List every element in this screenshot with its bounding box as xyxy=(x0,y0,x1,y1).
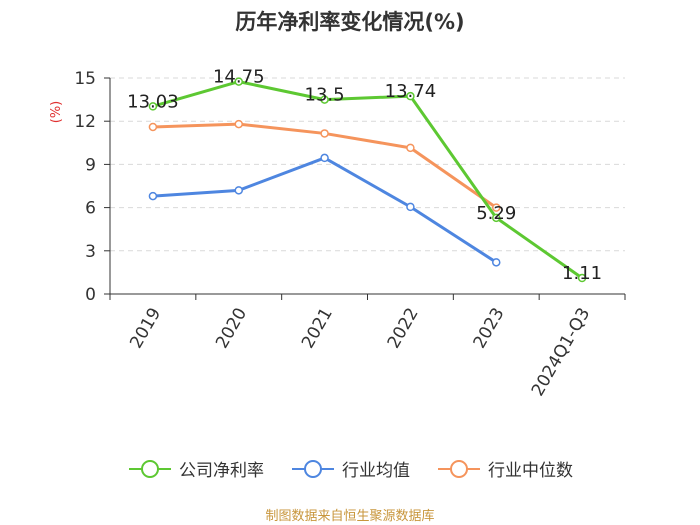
legend-marker-icon xyxy=(292,459,334,478)
x-tick-label: 2023 xyxy=(470,305,509,352)
series-group xyxy=(148,77,587,283)
x-tick-label: 2022 xyxy=(384,305,423,352)
data-label: 13.5 xyxy=(305,85,345,106)
data-point xyxy=(406,202,415,212)
data-point xyxy=(406,91,415,101)
series-line xyxy=(152,156,498,264)
legend-marker-icon xyxy=(438,459,480,478)
legend-item: 公司净利率 xyxy=(127,456,264,481)
x-tick-label: 2024Q1-Q3 xyxy=(528,305,595,400)
data-label: 13.03 xyxy=(127,91,179,112)
data-point xyxy=(577,273,587,283)
data-point xyxy=(406,143,415,153)
data-label: 14.75 xyxy=(213,67,265,88)
data-point xyxy=(234,77,243,86)
legend-marker-icon xyxy=(129,459,171,478)
data-point xyxy=(492,258,501,267)
y-tick-label: 3 xyxy=(85,242,96,262)
series-line xyxy=(152,80,583,280)
legend: 公司净利率 行业均值 行业中位数 xyxy=(0,456,700,481)
y-tick-label: 9 xyxy=(85,155,96,175)
chart-title: 历年净利率变化情况(%) xyxy=(235,10,465,34)
data-point xyxy=(234,119,243,129)
y-tick-label: 15 xyxy=(74,69,96,89)
y-tick-label: 12 xyxy=(74,112,96,132)
data-point xyxy=(320,129,329,138)
x-tick-label: 2019 xyxy=(126,305,165,352)
legend-label: 公司净利率 xyxy=(179,461,264,481)
source-note: 制图数据来自恒生聚源数据库 xyxy=(265,509,435,524)
data-label: 1.11 xyxy=(562,263,602,284)
legend-label: 行业中位数 xyxy=(488,461,573,481)
data-point xyxy=(320,153,329,163)
data-label: 13.74 xyxy=(385,81,437,102)
legend-item: 行业中位数 xyxy=(436,456,573,481)
x-tick-label: 2021 xyxy=(298,305,337,352)
data-point xyxy=(148,122,158,132)
data-point xyxy=(492,203,501,212)
data-point xyxy=(492,213,501,223)
data-point xyxy=(148,191,158,201)
data-point xyxy=(234,186,243,195)
legend-item: 行业均值 xyxy=(290,456,410,481)
y-tick-label: 0 xyxy=(85,285,96,305)
grid-lines xyxy=(110,77,625,252)
data-point xyxy=(148,102,158,111)
legend-label: 行业均值 xyxy=(342,461,410,481)
y-axis-label: (%) xyxy=(49,101,64,124)
y-tick-label: 6 xyxy=(85,199,96,219)
x-tick-label: 2020 xyxy=(212,305,251,352)
data-point xyxy=(320,95,329,104)
axes: 0 3 6 9 12 15 (%) 2019 2020 2021 2022 2023 2024Q1-Q3 xyxy=(49,69,626,400)
line-chart: 0 3 6 9 12 15 (%) 2019 2020 2021 2022 2023 2024Q1-Q3… xyxy=(49,67,626,400)
data-labels: 13.03 14.75 13.5 13.74 5.29 1.11 xyxy=(127,67,602,284)
data-label: 5.29 xyxy=(476,203,516,224)
